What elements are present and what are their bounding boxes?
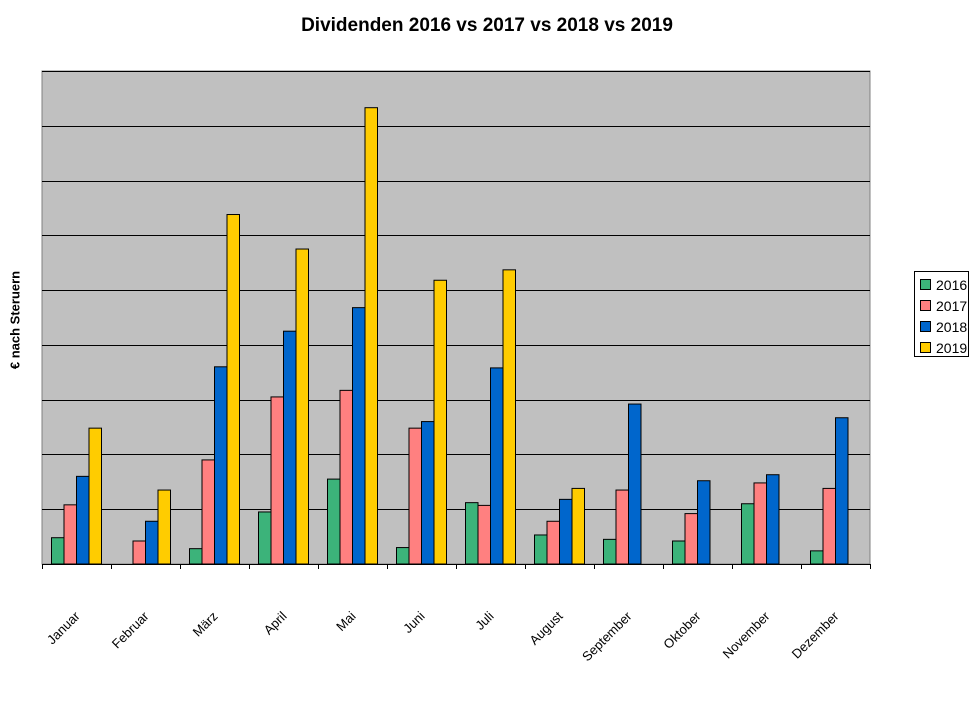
x-tick-label: Juni [400, 608, 428, 636]
bar-2016-oktober [672, 540, 686, 565]
bar-2019-august [571, 487, 585, 565]
legend-item-2017: 2017 [915, 295, 968, 316]
legend-item-2019: 2019 [915, 337, 968, 358]
bar-2016-juni [396, 547, 410, 565]
bar-2017-märz [201, 459, 215, 565]
x-tick-label: Mai [333, 608, 358, 633]
bar-2017-november [753, 482, 767, 565]
legend-label: 2018 [936, 318, 968, 335]
legend-label: 2017 [936, 297, 968, 314]
bar-2017-mai [339, 389, 353, 565]
bar-2018-mai [352, 307, 366, 565]
legend-item-2016: 2016 [915, 274, 968, 295]
bar-2018-april [283, 330, 297, 565]
bar-2019-april [295, 248, 309, 565]
bar-2018-juni [421, 421, 435, 565]
bar-2016-september [603, 538, 617, 565]
legend-swatch [920, 321, 931, 332]
bar-2018-juli [490, 367, 504, 565]
bar-2016-november [741, 503, 755, 565]
bar-2016-juli [465, 502, 479, 565]
bar-2019-märz [226, 214, 240, 565]
bar-2016-dezember [810, 550, 824, 565]
x-tick-label: März [190, 609, 221, 640]
bar-2018-september [628, 403, 642, 565]
x-tick-label: Dezember [789, 608, 842, 661]
x-tick-label: Februar [109, 608, 152, 651]
legend: 2016 2017 2018 2019 [914, 271, 969, 357]
bar-2018-märz [214, 366, 228, 565]
bar-2017-august [546, 520, 560, 565]
x-tick-label: Januar [44, 608, 83, 647]
bar-2018-november [766, 474, 780, 565]
bar-2017-juni [408, 427, 422, 565]
chart-title: Dividenden 2016 vs 2017 vs 2018 vs 2019 [301, 15, 673, 36]
bar-2019-juni [433, 279, 447, 565]
legend-item-2018: 2018 [915, 316, 968, 337]
x-tick-label: November [720, 608, 773, 661]
x-tick-label: Juli [472, 608, 496, 632]
bar-2017-april [270, 396, 284, 565]
bar-2017-dezember [822, 487, 836, 565]
bar-2018-august [559, 498, 573, 565]
bar-2017-oktober [684, 513, 698, 565]
legend-swatch [920, 279, 931, 290]
bar-2016-august [534, 534, 548, 565]
bar-2016-januar [51, 537, 65, 565]
bar-2018-dezember [835, 417, 849, 565]
bar-2017-februar [132, 540, 146, 565]
legend-label: 2019 [936, 339, 968, 356]
bar-2017-september [615, 489, 629, 565]
x-tick-label: August [526, 608, 565, 647]
bar-2016-märz [189, 548, 203, 565]
legend-swatch [920, 342, 931, 353]
bar-2019-februar [157, 489, 171, 565]
bar-2017-juli [477, 504, 491, 565]
bar-2016-april [258, 511, 272, 565]
legend-swatch [920, 300, 931, 311]
bar-2016-mai [327, 478, 341, 565]
x-tick-label: Oktober [660, 608, 704, 652]
legend-label: 2016 [936, 276, 968, 293]
bar-2017-januar [63, 504, 77, 565]
bar-2018-oktober [697, 480, 711, 565]
x-tick-label: April [261, 608, 290, 637]
bar-2019-mai [364, 107, 378, 565]
bar-2018-februar [145, 520, 159, 565]
bar-2018-januar [76, 475, 90, 565]
plot-area [41, 70, 871, 565]
x-tick-label: September [579, 608, 635, 664]
bar-2019-juli [502, 269, 516, 565]
bar-2019-januar [88, 427, 102, 565]
